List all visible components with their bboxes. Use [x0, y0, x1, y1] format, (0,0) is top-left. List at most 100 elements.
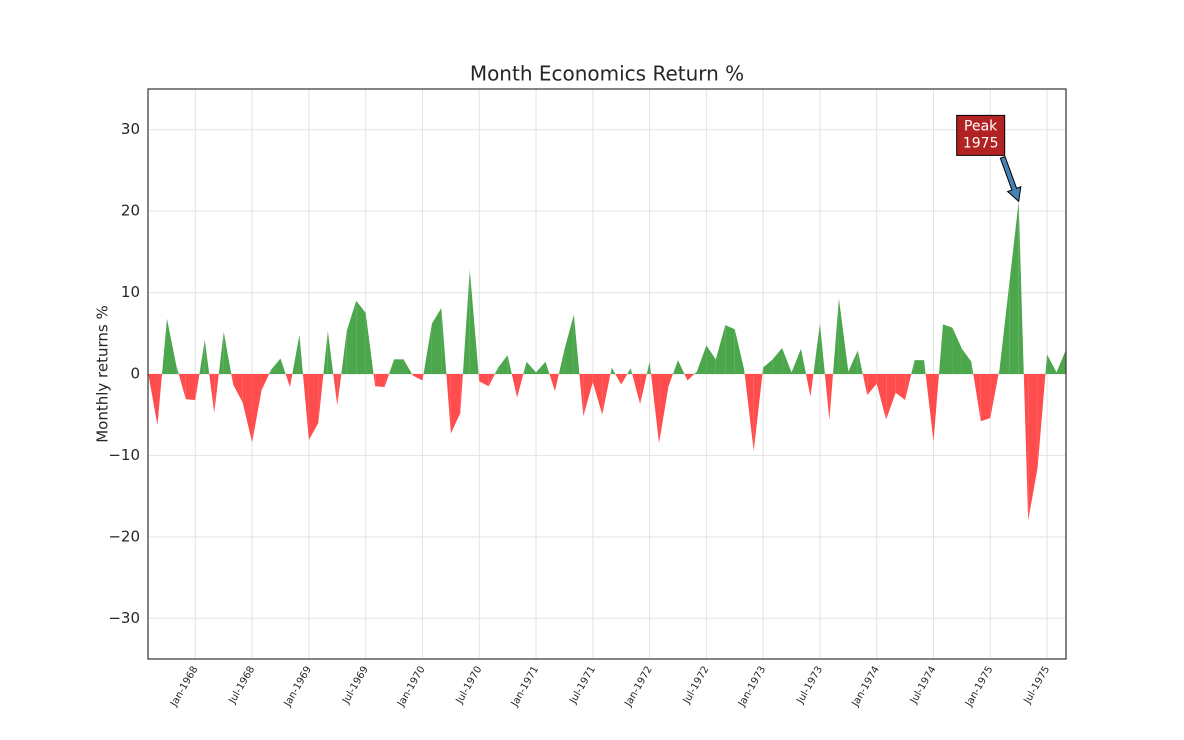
area-segment	[1009, 201, 1019, 374]
plot-frame	[147, 88, 1067, 660]
y-axis-label: Monthly returns %	[94, 305, 112, 443]
area-segment	[498, 355, 508, 374]
area-segment	[687, 374, 695, 381]
area-segment	[832, 298, 839, 374]
area-segment	[261, 374, 270, 391]
area-segment	[479, 374, 489, 387]
area-segment	[715, 325, 726, 374]
area-segment	[1023, 374, 1029, 521]
area-segment	[292, 334, 300, 374]
area-segment	[195, 374, 200, 401]
area-segment	[337, 374, 342, 406]
area-segment	[460, 374, 463, 414]
area-segment	[952, 327, 962, 374]
area-segment	[299, 334, 303, 374]
area-segment	[725, 325, 735, 374]
area-segment	[744, 374, 754, 452]
area-segment	[672, 360, 678, 374]
area-segment	[734, 329, 745, 374]
area-segment	[772, 347, 783, 374]
area-segment	[998, 367, 1000, 374]
area-segment	[431, 308, 442, 374]
area-segment	[824, 374, 830, 421]
area-segment	[762, 367, 764, 374]
area-segment	[185, 374, 196, 401]
area-segment	[805, 374, 811, 397]
y-tick-label: 0	[130, 365, 140, 383]
area-segment	[911, 360, 915, 374]
area-segment	[848, 350, 858, 374]
area-segment	[523, 361, 527, 374]
area-segment	[285, 374, 290, 388]
area-segment	[526, 361, 537, 374]
area-segment	[914, 360, 925, 374]
area-segment	[627, 368, 631, 374]
area-segment	[214, 374, 219, 414]
area-segment	[810, 374, 814, 397]
area-segment	[365, 312, 374, 374]
area-segment	[640, 374, 647, 405]
area-segment	[706, 345, 716, 374]
area-segment	[341, 330, 347, 374]
area-segment	[373, 374, 376, 387]
area-segment	[209, 374, 215, 414]
y-tick-label: 20	[121, 202, 140, 220]
area-segment	[252, 374, 262, 443]
area-segment	[694, 371, 697, 374]
area-segment	[684, 374, 688, 381]
area-segment	[933, 374, 939, 442]
area-segment	[610, 367, 612, 374]
area-segment	[564, 314, 574, 374]
area-segment	[867, 374, 877, 396]
area-segment	[289, 374, 293, 388]
area-segment	[507, 355, 512, 374]
area-segment	[441, 308, 447, 374]
area-segment	[646, 361, 650, 374]
area-segment	[545, 361, 550, 374]
y-tick-label: −30	[108, 609, 140, 627]
area-segment	[178, 374, 186, 400]
area-segment	[422, 374, 424, 381]
area-segment	[280, 358, 286, 374]
area-segment	[549, 374, 555, 392]
area-segment	[632, 374, 641, 405]
area-segment	[649, 361, 652, 374]
area-segment	[356, 300, 366, 374]
area-segment	[696, 345, 707, 374]
area-segment	[611, 367, 616, 374]
area-segment	[269, 369, 272, 374]
area-segment	[389, 359, 395, 374]
area-segment	[308, 374, 319, 440]
area-segment	[1028, 374, 1038, 521]
area-segment	[327, 330, 334, 374]
y-tick-label: 10	[121, 283, 140, 301]
area-segment	[423, 323, 432, 374]
area-segment	[615, 374, 622, 385]
area-segment	[231, 374, 234, 385]
area-segment	[199, 339, 205, 374]
area-segment	[166, 318, 177, 374]
area-segment	[333, 374, 338, 406]
area-segment	[753, 374, 763, 452]
area-segment	[980, 374, 991, 422]
area-segment	[450, 374, 461, 434]
area-segment	[813, 323, 820, 374]
area-segment	[763, 359, 773, 374]
area-segment	[318, 374, 324, 423]
area-segment	[157, 374, 163, 426]
area-segment	[895, 374, 906, 401]
area-segment	[1037, 374, 1046, 468]
area-segment	[659, 374, 669, 444]
area-segment	[494, 367, 499, 374]
area-segment	[346, 300, 357, 374]
area-segment	[223, 331, 232, 374]
area-segment	[554, 374, 559, 392]
area-segment	[218, 331, 224, 374]
y-tick-label: 30	[121, 120, 140, 138]
area-segment	[204, 339, 210, 374]
area-segment	[857, 350, 863, 374]
area-segment	[176, 365, 179, 374]
area-segment	[394, 359, 404, 374]
area-segment	[583, 374, 593, 417]
